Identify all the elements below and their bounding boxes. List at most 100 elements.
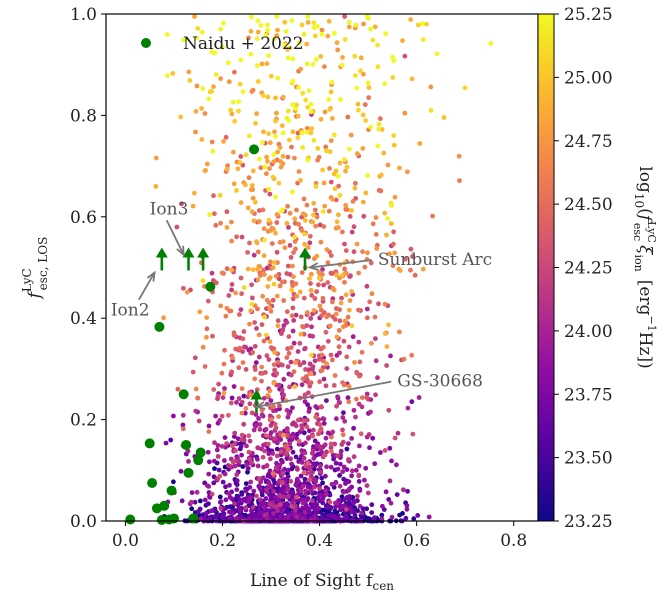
population-point — [257, 422, 263, 427]
population-point — [342, 37, 348, 42]
population-point — [273, 194, 278, 200]
population-point — [296, 40, 302, 46]
population-point — [254, 326, 259, 331]
population-point — [312, 513, 318, 519]
population-point — [247, 485, 253, 490]
population-point — [219, 370, 225, 376]
population-point — [403, 515, 409, 521]
population-point — [353, 467, 359, 473]
population-point — [410, 431, 416, 437]
population-point — [351, 407, 357, 413]
population-point — [189, 506, 195, 512]
population-point — [285, 263, 291, 269]
population-point — [274, 453, 280, 459]
population-point — [308, 488, 313, 494]
population-point — [227, 515, 233, 521]
population-point — [305, 157, 310, 163]
population-point — [354, 396, 359, 402]
colorbar-label: log10(fLyCesc ξion [erg−1Hz]) — [631, 166, 658, 368]
population-point — [282, 42, 288, 48]
population-point — [285, 487, 291, 493]
population-point — [271, 408, 276, 414]
population-point — [284, 320, 290, 325]
population-point — [286, 350, 292, 356]
annotation-label: GS-30668 — [397, 372, 483, 392]
population-point — [390, 54, 395, 60]
population-point — [287, 384, 292, 390]
population-point — [304, 310, 310, 315]
population-point — [271, 362, 277, 367]
population-point — [327, 499, 333, 505]
population-point — [415, 513, 421, 518]
population-point — [180, 426, 186, 432]
population-point — [337, 350, 342, 356]
population-point — [250, 267, 256, 273]
population-point — [356, 107, 361, 113]
population-point — [290, 56, 296, 62]
population-point — [311, 138, 317, 143]
population-point — [161, 315, 167, 321]
population-point — [180, 422, 186, 428]
population-point — [281, 432, 286, 438]
population-point — [206, 471, 212, 477]
colorbar-label-f-sup: LyC — [645, 221, 658, 243]
population-point — [259, 322, 265, 327]
population-point — [390, 263, 396, 269]
population-point — [304, 41, 310, 47]
population-point — [286, 411, 292, 417]
population-point — [217, 192, 223, 198]
population-point — [409, 352, 415, 358]
population-point — [206, 484, 212, 489]
population-point — [358, 68, 363, 74]
lower-limit-arrow — [197, 247, 210, 271]
population-point — [318, 469, 324, 475]
population-point — [219, 270, 225, 276]
population-point — [415, 22, 421, 28]
population-point — [336, 328, 342, 333]
population-point — [367, 299, 373, 305]
population-point — [288, 345, 294, 350]
population-point — [382, 331, 388, 336]
population-point — [341, 382, 347, 388]
population-point — [258, 165, 264, 171]
population-point — [318, 116, 324, 122]
population-point — [321, 376, 327, 382]
population-point — [331, 132, 337, 138]
population-point — [328, 270, 334, 276]
population-point — [339, 273, 345, 278]
population-point — [229, 395, 235, 401]
population-point — [357, 359, 363, 365]
population-point — [206, 423, 212, 429]
population-point — [412, 272, 418, 278]
population-point — [272, 129, 277, 135]
population-point — [373, 215, 379, 220]
population-point — [385, 162, 391, 168]
population-point — [275, 149, 280, 155]
population-point — [357, 504, 363, 509]
population-point — [264, 487, 269, 492]
population-point — [199, 29, 205, 35]
colorbar-tick-label: 23.50 — [564, 449, 613, 469]
population-point — [391, 133, 397, 139]
population-point — [344, 164, 350, 170]
population-point — [226, 491, 232, 497]
population-point — [261, 501, 267, 507]
population-point — [231, 333, 237, 338]
population-point — [341, 489, 347, 495]
population-point — [255, 249, 261, 255]
population-point — [290, 189, 295, 195]
population-point — [327, 492, 333, 498]
population-point — [340, 427, 345, 433]
population-point — [298, 331, 304, 337]
population-point — [345, 395, 351, 401]
population-point — [251, 488, 257, 494]
population-point — [339, 295, 344, 301]
population-point — [386, 497, 392, 502]
population-point — [346, 487, 352, 493]
population-point — [223, 134, 229, 140]
population-point — [206, 429, 212, 434]
population-point — [262, 164, 268, 170]
population-point — [295, 417, 301, 423]
population-point — [199, 106, 205, 111]
population-point — [272, 367, 277, 373]
